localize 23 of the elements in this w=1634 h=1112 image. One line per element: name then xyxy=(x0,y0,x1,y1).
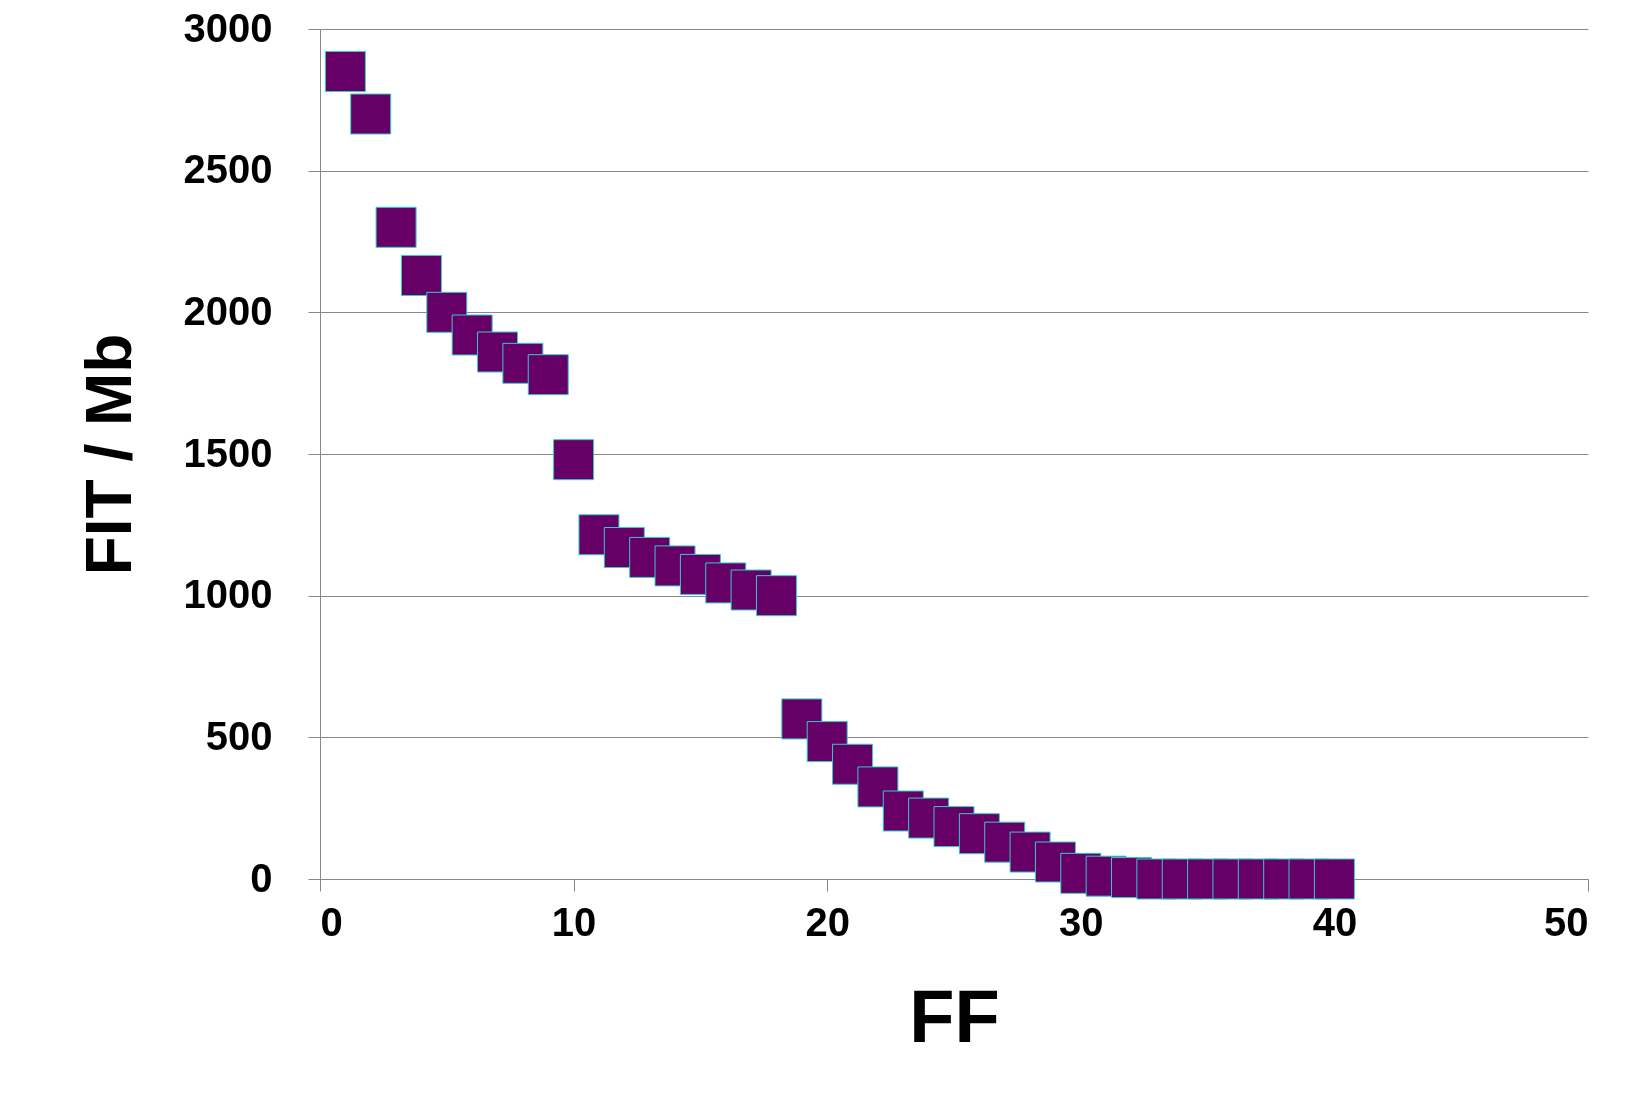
point xyxy=(375,206,417,248)
y-tick-label: 0 xyxy=(250,855,273,900)
y-tick-label: 3000 xyxy=(183,5,273,50)
point xyxy=(324,51,366,92)
y-tick-label: 1500 xyxy=(183,430,273,475)
point xyxy=(1313,858,1355,900)
y-tick-label: 2500 xyxy=(183,147,273,192)
point xyxy=(755,575,797,617)
x-tick-label: 40 xyxy=(1312,899,1358,944)
y-tick-label: 1000 xyxy=(183,572,273,617)
x-tick-label: 10 xyxy=(551,899,597,944)
y-axis-title: FIT / Mb xyxy=(72,333,145,576)
x-tick-label: 50 xyxy=(1544,899,1589,944)
x-tick-label: 30 xyxy=(1059,899,1104,944)
x-tick-label: 20 xyxy=(805,899,850,944)
y-tick-label: 2000 xyxy=(183,288,273,333)
y-tick-label: 500 xyxy=(205,713,273,758)
x-axis-title: FF xyxy=(909,974,1000,1058)
point xyxy=(553,439,595,481)
point xyxy=(400,255,442,296)
point xyxy=(350,93,392,135)
point xyxy=(527,354,569,396)
x-tick-label: 0 xyxy=(320,899,343,944)
